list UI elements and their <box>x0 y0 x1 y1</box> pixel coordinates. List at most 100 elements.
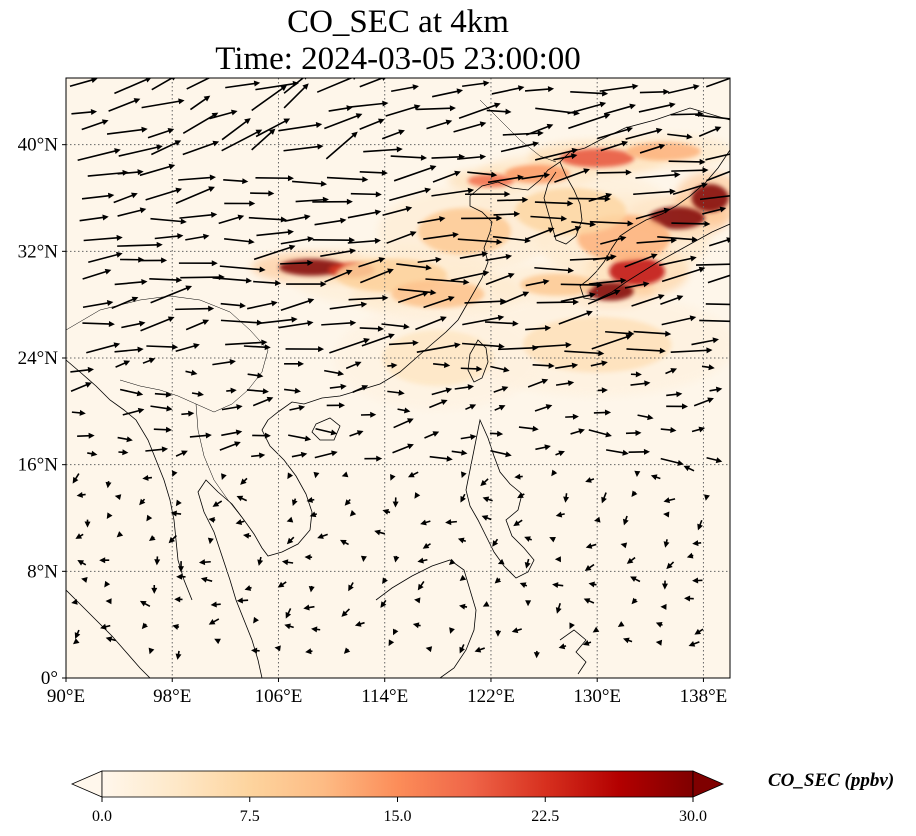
wind-arrow <box>570 428 585 435</box>
wind-arrow <box>349 510 357 517</box>
wind-arrow <box>397 407 411 414</box>
wind-arrow <box>209 109 238 120</box>
wind-arrow <box>176 573 186 580</box>
wind-arrow <box>244 585 252 591</box>
wind-arrow <box>349 100 389 108</box>
wind-arrow <box>600 140 629 152</box>
wind-arrow <box>284 214 311 222</box>
wind-arrow <box>500 141 540 153</box>
wind-arrow <box>448 558 456 565</box>
wind-arrow <box>661 266 706 283</box>
wind-arrow <box>393 555 400 563</box>
wind-arrow <box>707 274 730 284</box>
wind-arrow <box>693 397 714 407</box>
wind-arrow <box>146 514 153 522</box>
wind-arrow <box>433 361 451 368</box>
wind-arrow <box>686 552 694 559</box>
colorbar-gradient <box>101 770 694 798</box>
colorbar-tick-label: 22.5 <box>531 808 559 825</box>
wind-arrow <box>175 450 188 457</box>
wind-arrow <box>286 281 327 288</box>
wind-arrow <box>393 418 414 429</box>
wind-arrow <box>660 457 684 466</box>
wind-arrow <box>482 496 493 503</box>
wind-arrow <box>450 270 490 282</box>
wind-arrow <box>223 178 249 185</box>
wind-arrow <box>524 558 531 569</box>
wind-arrow <box>429 455 453 462</box>
wind-arrow <box>325 131 358 160</box>
wind-arrow <box>326 402 345 409</box>
wind-arrow <box>480 478 489 487</box>
wind-arrow <box>666 391 683 398</box>
wind-arrow <box>465 191 511 198</box>
wind-arrow <box>283 143 324 152</box>
wind-arrow <box>564 350 605 357</box>
colorbar-tick-label: 7.5 <box>240 808 260 825</box>
wind-arrow <box>534 147 579 161</box>
wind-arrow <box>316 78 356 93</box>
wind-arrow <box>252 432 271 439</box>
wind-arrow <box>154 233 184 240</box>
wind-arrow <box>70 382 92 393</box>
wind-arrow <box>151 585 158 594</box>
wind-arrow <box>422 542 431 549</box>
wind-arrow <box>604 103 636 115</box>
wind-arrow <box>665 368 678 375</box>
wind-arrow <box>451 449 468 456</box>
wind-arrow <box>635 207 671 220</box>
wind-arrow <box>424 431 440 439</box>
wind-arrow <box>387 389 405 396</box>
wind-arrow <box>454 384 474 391</box>
wind-arrow <box>260 316 298 324</box>
wind-arrow <box>253 280 282 287</box>
wind-arrow <box>634 470 641 477</box>
wind-arrow <box>181 410 195 417</box>
wind-arrow <box>354 620 365 627</box>
wind-arrow <box>114 346 144 353</box>
wind-arrow <box>626 347 666 354</box>
plume-core <box>514 188 627 235</box>
wind-arrow <box>633 188 676 196</box>
wind-arrow <box>182 112 219 134</box>
wind-arrow <box>200 576 213 583</box>
wind-arrow <box>481 515 492 521</box>
wind-arrow <box>397 291 429 304</box>
wind-arrow <box>70 366 95 373</box>
wind-arrow <box>256 229 294 237</box>
wind-arrow <box>121 320 146 329</box>
wind-arrow <box>189 432 212 439</box>
wind-arrow <box>497 558 505 565</box>
wind-arrow <box>518 425 539 432</box>
wind-arrow <box>139 163 176 177</box>
wind-arrow <box>172 624 180 630</box>
wind-arrow <box>344 498 351 506</box>
wind-arrow <box>149 277 183 283</box>
wind-arrow <box>449 627 455 634</box>
wind-arrow <box>692 577 703 584</box>
wind-arrow <box>74 629 81 639</box>
wind-arrow <box>178 260 218 267</box>
wind-arrow <box>524 536 533 542</box>
wind-arrow <box>484 320 519 327</box>
wind-arrow <box>113 192 138 204</box>
border-internal-2 <box>195 403 245 521</box>
wind-arrow <box>534 404 553 412</box>
wind-arrow <box>663 497 676 504</box>
wind-arrow <box>525 279 550 287</box>
wind-arrow <box>660 295 684 306</box>
wind-arrow <box>596 169 632 176</box>
colorbar-ticks: 0.0 7.5 15.0 22.5 30.0 <box>92 797 707 825</box>
lat-tick-label: 0° <box>41 668 58 689</box>
lat-tick-label: 24°N <box>18 348 59 369</box>
wind-arrow <box>568 113 611 130</box>
wind-arrow <box>285 346 325 353</box>
wind-arrow <box>236 495 248 502</box>
wind-arrow <box>248 216 287 223</box>
wind-arrow <box>628 448 650 455</box>
wind-arrow <box>189 95 211 111</box>
wind-arrow <box>329 338 370 354</box>
wind-arrow <box>81 192 115 200</box>
wind-arrow <box>524 86 555 93</box>
wind-arrow <box>461 215 503 222</box>
